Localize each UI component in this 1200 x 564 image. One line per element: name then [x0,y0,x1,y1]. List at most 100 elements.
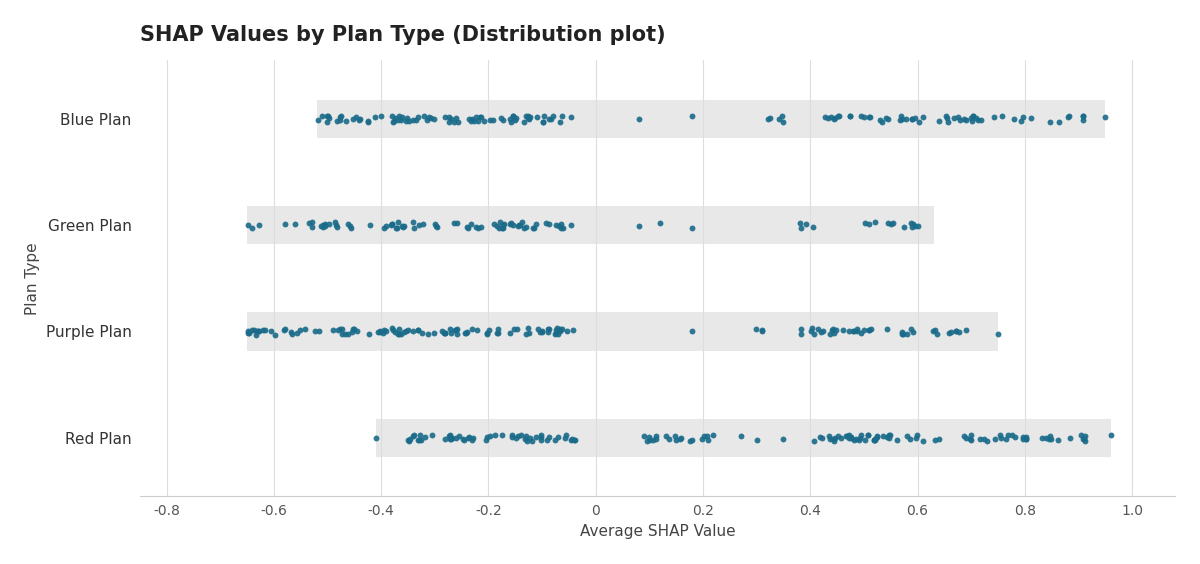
Point [937,114,956,123]
Point [902,115,922,124]
Point [518,111,538,120]
Point [469,223,488,232]
Point [392,221,412,230]
Point [500,115,520,124]
Point [520,328,539,337]
Point [852,431,871,440]
Point [792,223,811,232]
Point [551,327,570,336]
Point [245,325,264,334]
Point [858,431,877,440]
Point [883,219,902,228]
Point [391,329,410,338]
Point [910,117,929,126]
Point [493,221,512,230]
Point [338,329,358,338]
Point [336,117,355,126]
Point [731,431,750,440]
Point [878,115,898,124]
Point [512,218,532,227]
Point [365,113,384,122]
Point [242,325,262,334]
Point [856,218,875,227]
Point [494,219,514,228]
Point [308,115,328,124]
Point [1021,113,1040,122]
Point [1096,112,1115,121]
Point [476,436,496,445]
Point [341,221,360,230]
Point [985,434,1004,443]
Point [840,112,859,121]
Point [487,221,506,230]
Point [439,431,458,440]
Point [563,325,582,334]
Point [342,223,361,232]
Point [246,330,265,339]
Point [472,112,491,121]
Point [1012,117,1031,126]
Point [824,114,844,124]
Point [389,218,408,227]
Point [1002,430,1021,439]
Point [310,327,329,336]
Point [500,328,520,337]
Point [635,431,654,440]
Point [913,436,932,445]
Point [530,328,550,337]
Point [821,330,840,339]
Point [386,113,406,122]
Point [671,435,690,444]
Point [338,219,358,228]
Point [548,433,568,442]
Point [324,325,343,334]
Point [265,330,284,339]
Point [949,112,968,121]
Point [820,431,839,440]
Point [454,434,473,443]
Point [458,223,478,232]
Point [493,224,512,233]
Point [902,114,922,124]
Point [551,223,570,232]
Point [410,430,430,439]
Point [306,326,325,335]
Point [238,327,257,336]
Point [900,434,919,443]
Point [448,117,467,126]
Point [247,327,266,336]
Point [448,329,467,338]
Point [506,114,526,123]
Point [491,114,510,123]
Point [328,326,347,335]
Point [936,111,955,120]
Point [1075,431,1094,440]
Point [697,431,716,440]
Point [382,219,401,228]
Point [1040,117,1060,126]
Point [425,114,444,123]
Point [1049,117,1068,126]
Point [488,329,508,338]
Point [422,431,442,440]
Point [503,431,522,440]
Point [389,329,408,338]
Point [276,324,295,333]
Point [880,434,899,443]
Point [403,116,422,125]
Point [317,117,336,126]
Point [865,218,884,227]
Point [996,434,1015,443]
Point [856,435,875,444]
Point [680,436,700,445]
Point [968,116,988,125]
Point [290,326,310,335]
Point [439,113,458,122]
Point [330,115,349,124]
Point [791,330,810,339]
Point [956,116,976,125]
Point [312,112,331,121]
Point [250,221,269,230]
Point [1075,436,1094,445]
Point [872,431,892,440]
